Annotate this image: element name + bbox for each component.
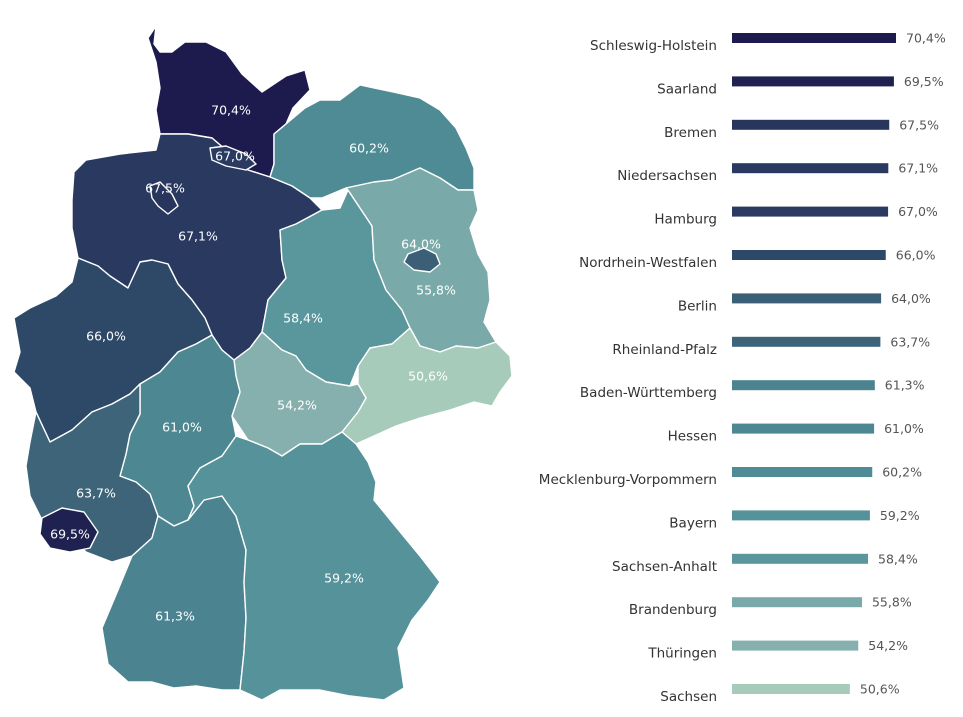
bar-bayern <box>732 510 870 521</box>
category-label-nordrhein-westfalen: Nordrhein-Westfalen <box>579 255 717 271</box>
map-value-label-brandenburg: 55,8% <box>416 283 456 298</box>
map-value-label-mecklenburg-vorpommern: 60,2% <box>349 141 389 156</box>
bar-berlin <box>732 293 882 304</box>
map-value-label-baden-wuerttemberg: 61,3% <box>155 609 195 624</box>
bar-hessen <box>732 423 875 434</box>
region-bremen-land <box>149 181 179 215</box>
category-label-brandenburg: Brandenburg <box>629 602 717 618</box>
bar-value-label-nordrhein-westfalen: 66,0% <box>896 248 936 263</box>
map-value-label-hessen: 61,0% <box>162 420 202 435</box>
bar-nordrhein-westfalen <box>732 250 886 260</box>
bar-brandenburg <box>732 597 862 608</box>
map-value-label-niedersachsen: 67,1% <box>178 229 218 244</box>
category-label-mecklenburg-vorpommern: Mecklenburg-Vorpommern <box>539 472 717 488</box>
germany-choropleth-map: 70,4% 69,5% 67,5% 67,1% 67,0% 66,0% 64,0% 63,7%… <box>13 25 513 701</box>
category-label-saarland: Saarland <box>657 81 717 97</box>
bar-value-label-niedersachsen: 67,1% <box>898 161 938 176</box>
map-value-label-schleswig-holstein: 70,4% <box>211 103 251 118</box>
bar-mecklenburg-vorpommern <box>732 467 873 477</box>
map-value-label-hamburg: 67,0% <box>215 149 255 164</box>
bar-hamburg <box>732 206 889 217</box>
bar-value-label-brandenburg: 55,8% <box>872 595 912 610</box>
bar-value-label-berlin: 64,0% <box>891 291 931 306</box>
category-label-bayern: Bayern <box>669 515 717 531</box>
region-berlin <box>403 247 441 273</box>
region-thueringen <box>231 331 367 457</box>
bar-value-label-baden-wuerttemberg: 61,3% <box>885 378 925 393</box>
category-label-sachsen-anhalt: Sachsen-Anhalt <box>612 559 717 575</box>
bar-value-label-sachsen-anhalt: 58,4% <box>878 551 918 566</box>
map-value-label-sachsen: 50,6% <box>408 369 448 384</box>
bar-value-label-hessen: 61,0% <box>884 421 924 436</box>
map-value-label-sachsen-anhalt: 58,4% <box>283 311 323 326</box>
category-label-thueringen: Thüringen <box>647 646 717 662</box>
bar-value-label-bremen: 67,5% <box>899 117 939 132</box>
map-value-label-rheinland-pfalz: 63,7% <box>76 486 116 501</box>
map-value-label-bremen: 67,5% <box>145 181 185 196</box>
bar-value-label-rheinland-pfalz: 63,7% <box>890 334 930 349</box>
map-value-label-saarland: 69,5% <box>50 527 90 542</box>
region-bayern <box>187 431 441 701</box>
bar-value-label-thueringen: 54,2% <box>868 638 908 653</box>
category-label-schleswig-holstein: Schleswig-Holstein <box>590 38 717 54</box>
bar-saarland <box>732 76 894 87</box>
category-label-bremen: Bremen <box>664 125 717 141</box>
region-hamburg-land <box>209 145 257 171</box>
bar-value-label-mecklenburg-vorpommern: 60,2% <box>882 465 922 480</box>
bar-value-label-bayern: 59,2% <box>880 508 920 523</box>
category-label-hamburg: Hamburg <box>654 212 717 228</box>
map-value-label-nordrhein-westfalen: 66,0% <box>86 329 126 344</box>
bar-schleswig-holstein <box>732 33 896 43</box>
category-label-baden-wuerttemberg: Baden-Württemberg <box>580 385 717 401</box>
bar-rheinland-pfalz <box>732 336 881 347</box>
bar-value-label-schleswig-holstein: 70,4% <box>906 31 946 46</box>
bar-bremen <box>732 119 890 130</box>
bar-thueringen <box>732 640 859 651</box>
bar-baden-wuerttemberg <box>732 380 875 391</box>
map-regions <box>13 25 513 701</box>
region-saarland <box>39 507 99 553</box>
map-value-label-berlin: 64,0% <box>401 237 441 252</box>
bar-value-label-saarland: 69,5% <box>904 74 944 89</box>
category-label-hessen: Hessen <box>668 429 717 445</box>
category-label-rheinland-pfalz: Rheinland-Pfalz <box>612 342 717 358</box>
bar-sachsen <box>732 684 850 694</box>
category-label-niedersachsen: Niedersachsen <box>617 168 717 184</box>
category-label-berlin: Berlin <box>678 298 717 314</box>
map-value-label-bayern: 59,2% <box>324 571 364 586</box>
category-label-sachsen: Sachsen <box>660 689 717 705</box>
map-value-label-thueringen: 54,2% <box>277 398 317 413</box>
bar-niedersachsen <box>732 163 889 174</box>
bar-sachsen-anhalt <box>732 553 869 564</box>
bar-chart: Schleswig-Holstein 70,4% Saarland 69,5% Brem… <box>539 31 946 706</box>
bar-value-label-sachsen: 50,6% <box>860 682 900 697</box>
bar-value-label-hamburg: 67,0% <box>898 204 938 219</box>
